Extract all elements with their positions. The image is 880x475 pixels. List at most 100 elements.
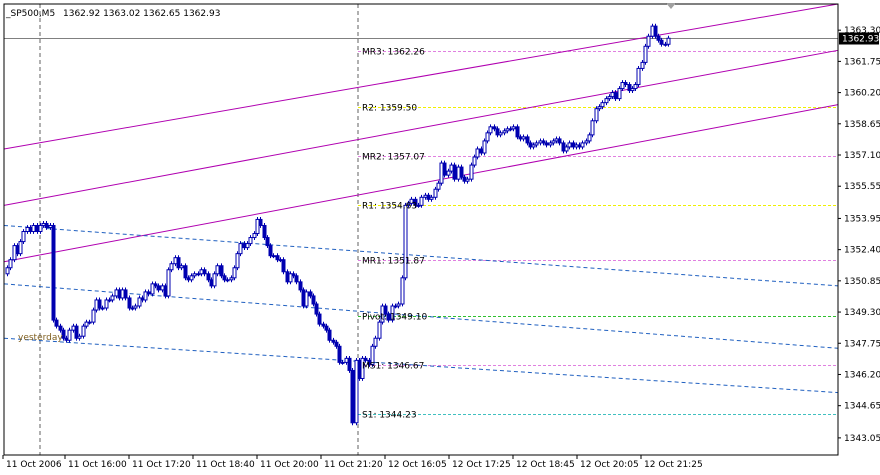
candle-body [653,25,658,37]
chart-shift-marker[interactable] [666,3,676,9]
chart-symbol: _SP500,M5 [5,9,55,19]
candle-body [248,237,253,245]
candle [436,180,441,192]
candle-body [235,253,240,269]
channel-line-down [3,337,839,394]
candle [370,343,375,367]
candle-body [104,299,109,309]
x-tick-label: 11 Oct 17:20 [132,460,191,470]
y-tick-label: 1360.20 [844,89,880,99]
candle [521,134,526,142]
candle [452,162,457,182]
x-tick-label: 11 Oct 20:00 [260,460,319,470]
candle-body [613,92,618,100]
candle [337,343,342,365]
yesterday-label: yesterday [18,333,63,343]
time-axis: 11 Oct 2006 11 Oct 16:00 11 Oct 17:20 11 Oc… [2,455,703,470]
candle-body [206,273,211,281]
candle [541,138,546,146]
candle-body [5,267,10,275]
candle [557,136,562,146]
pivot-level-label: MS1: 1346.67 [362,362,424,372]
current-price-label: 1362.93 [842,35,879,45]
candle-body [666,37,671,45]
candle [492,124,497,132]
candle [281,257,286,275]
candle [640,59,645,71]
x-tick-label: 12 Oct 17:25 [452,460,511,470]
y-tick-label: 1363.30 [844,26,880,36]
x-tick-label: 12 Oct 18:45 [516,460,575,470]
candle [594,106,599,124]
candle [100,305,105,311]
candle-body [492,126,497,130]
candle [271,253,276,259]
candle [206,271,211,283]
candle-body [580,142,585,148]
candle-body [475,148,480,158]
candle [58,323,63,333]
y-tick-label: 1343.05 [844,434,880,444]
regression-channels [3,3,839,394]
candle-body [350,369,355,424]
candle [107,297,112,303]
candle [298,279,303,293]
candle-body [67,329,72,341]
candle [54,317,59,329]
candle-body [584,140,589,144]
candle [311,293,316,307]
candle [567,140,572,150]
candle-body [429,196,434,200]
candle-body [567,142,572,148]
candle [354,357,359,426]
candle [413,196,418,208]
chart-frame [3,3,839,456]
candle [653,23,658,39]
candle [110,293,115,303]
candle-body [604,98,609,104]
candle [488,124,493,136]
y-tick-label: 1361.75 [844,57,880,67]
candle [347,355,352,373]
candle-body [636,67,641,86]
candle-body [485,132,490,142]
candle [534,140,539,148]
candle-body [400,277,405,305]
candle-body [294,275,299,283]
candle-body [54,319,59,327]
candle-body [607,96,612,100]
candle-body [317,313,322,325]
candle [442,160,447,178]
candle-body [107,299,112,302]
candle-body [275,255,280,261]
plot-border [3,3,839,456]
candle [245,241,250,251]
candle [446,168,451,178]
candle-body [360,357,365,379]
candle-body [189,275,194,281]
candle [67,327,72,343]
candle [189,273,194,283]
candle [386,311,391,323]
candle-body [100,307,105,310]
candle-body [255,218,260,235]
candle-body [646,35,651,47]
candle [153,281,158,289]
candle [406,200,411,208]
candle [590,118,595,138]
candle [544,140,549,148]
candle-body [465,178,470,182]
candle [77,333,82,341]
candle [659,37,664,47]
candle-body [544,142,549,146]
candle-body [183,265,188,279]
candle-body [196,273,201,276]
pivot-level-label: MR2: 1357.07 [362,153,425,163]
channel-line-up [3,49,839,206]
candle [232,265,237,281]
candle-body [393,305,398,308]
candle-body [590,120,595,136]
candle [294,273,299,285]
